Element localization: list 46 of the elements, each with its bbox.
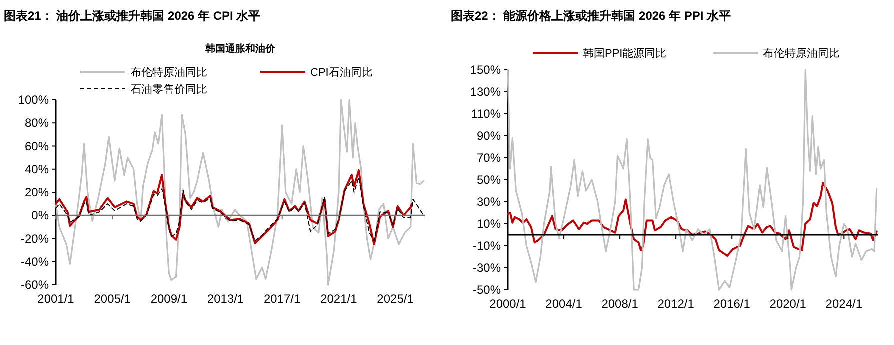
y-tick-label: 10% bbox=[476, 217, 502, 231]
y-tick-label: -60% bbox=[20, 278, 50, 292]
y-tick-label: 50% bbox=[476, 173, 502, 187]
y-tick-label: 20% bbox=[24, 186, 50, 200]
y-tick-label: 70% bbox=[476, 151, 502, 165]
y-tick-label: -50% bbox=[472, 283, 502, 297]
y-tick-label: 30% bbox=[476, 195, 502, 209]
x-tick-label: 2024/1 bbox=[826, 297, 863, 311]
chart-title: 图表22： 能源价格上涨或推升韩国 2026 年 PPI 水平 bbox=[451, 9, 732, 23]
y-tick-label: -20% bbox=[20, 232, 50, 246]
line-series bbox=[507, 69, 878, 291]
y-tick-label: 90% bbox=[476, 129, 502, 143]
x-tick-label: 2000/1 bbox=[490, 297, 527, 311]
x-tick-label: 2021/1 bbox=[320, 292, 358, 306]
line-series bbox=[55, 170, 414, 246]
x-tick-label: 2008/1 bbox=[602, 297, 639, 311]
x-tick-label: 2013/1 bbox=[207, 292, 244, 306]
y-tick-label: -30% bbox=[472, 261, 502, 275]
x-tick-label: 2005/1 bbox=[94, 292, 132, 306]
y-tick-label: 150% bbox=[470, 63, 502, 77]
x-tick-label: 2020/1 bbox=[770, 297, 807, 311]
y-tick-label: 110% bbox=[471, 107, 502, 121]
y-tick-label: 130% bbox=[470, 85, 502, 99]
x-tick-label: 2025/1 bbox=[377, 292, 414, 306]
y-tick-label: 0% bbox=[32, 208, 50, 223]
line-series bbox=[507, 182, 878, 257]
legend-label: CPI石油同比 bbox=[310, 66, 373, 79]
y-tick-label: -40% bbox=[20, 254, 50, 269]
x-tick-label: 2017/1 bbox=[264, 292, 302, 306]
y-tick-label: 60% bbox=[24, 139, 50, 154]
chart-subtitle: 韩国通胀和油价 bbox=[204, 43, 276, 55]
legend-label: 布伦特原油同比 bbox=[130, 66, 208, 79]
y-tick-label: 40% bbox=[24, 162, 50, 176]
x-tick-label: 2001/1 bbox=[38, 292, 75, 306]
y-tick-label: 100% bbox=[18, 93, 50, 107]
legend-label: 韩国PPI能源同比 bbox=[583, 47, 667, 60]
x-tick-label: 2004/1 bbox=[546, 297, 583, 311]
legend-label: 石油零售价同比 bbox=[130, 83, 208, 96]
y-tick-label: 80% bbox=[24, 116, 50, 130]
y-tick-label: -10% bbox=[472, 239, 502, 253]
line-series bbox=[55, 99, 425, 286]
x-tick-label: 2012/1 bbox=[658, 297, 695, 311]
legend-label: 布伦特原油同比 bbox=[763, 47, 840, 60]
x-tick-label: 2016/1 bbox=[714, 297, 751, 311]
x-tick-label: 2009/1 bbox=[150, 292, 188, 306]
chart-title: 图表21： 油价上涨或推升韩国 2026 年 CPI 水平 bbox=[4, 9, 261, 23]
